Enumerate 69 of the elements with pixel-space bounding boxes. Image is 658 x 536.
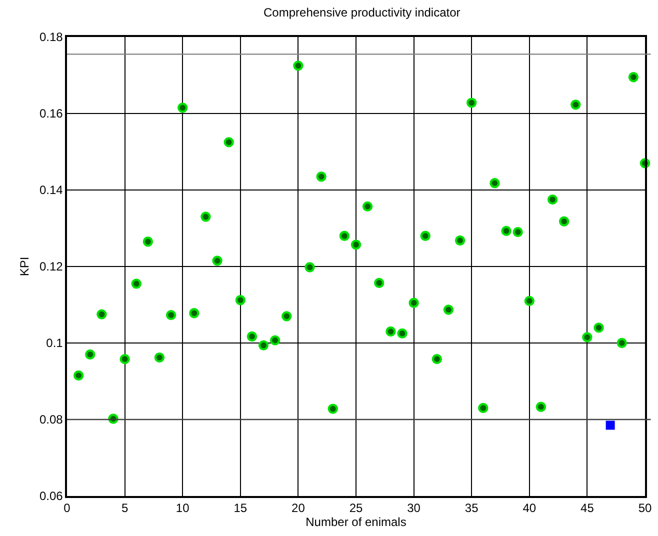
point xyxy=(536,402,546,412)
point xyxy=(339,230,350,241)
point xyxy=(270,335,280,346)
x-tick-label: 5 xyxy=(121,501,128,516)
chart-title: Comprehensive productivity indicator xyxy=(264,5,460,20)
point xyxy=(420,230,430,241)
y-tick-label: 0.12 xyxy=(39,260,64,274)
y-tick-label: 0.1 xyxy=(46,336,64,350)
point xyxy=(224,137,234,148)
point xyxy=(350,240,362,250)
x-axis-title: Number of enimals xyxy=(306,515,406,530)
x-tick-label: 40 xyxy=(522,501,536,516)
point xyxy=(432,354,442,364)
point xyxy=(246,331,258,342)
point xyxy=(501,226,512,236)
x-tick-label: 15 xyxy=(234,501,248,516)
point xyxy=(374,278,384,288)
point xyxy=(512,226,523,238)
point xyxy=(443,304,454,315)
point xyxy=(582,332,592,342)
point xyxy=(466,98,477,108)
point xyxy=(304,262,315,272)
point xyxy=(96,309,107,320)
y-tick-label: 0.18 xyxy=(39,30,64,44)
point xyxy=(178,102,188,113)
point xyxy=(235,295,246,306)
point xyxy=(200,212,211,222)
y-axis-title: KPI xyxy=(17,256,32,276)
point xyxy=(490,178,500,188)
point xyxy=(386,326,396,337)
point xyxy=(316,172,326,182)
point xyxy=(131,278,142,289)
point xyxy=(120,354,130,364)
x-tick-label: 0 xyxy=(64,501,71,516)
point xyxy=(616,338,627,348)
y-tick-label: 0.08 xyxy=(39,412,64,427)
point xyxy=(558,216,570,226)
point xyxy=(628,72,639,82)
x-tick-label: 10 xyxy=(176,501,190,516)
point xyxy=(142,236,154,247)
point xyxy=(478,402,488,414)
point xyxy=(362,201,373,212)
point xyxy=(606,420,615,430)
point xyxy=(166,310,176,320)
x-tick-label: 30 xyxy=(407,501,421,516)
point xyxy=(85,349,96,360)
point xyxy=(258,340,269,350)
point xyxy=(594,322,604,333)
point xyxy=(154,352,165,363)
x-tick-label: 45 xyxy=(580,501,594,516)
point xyxy=(454,235,466,246)
point xyxy=(570,100,581,110)
point xyxy=(73,370,84,381)
point xyxy=(328,404,338,414)
x-tick-label: 25 xyxy=(349,501,363,516)
x-tick-label: 50 xyxy=(638,501,652,516)
point xyxy=(212,256,222,266)
point xyxy=(282,311,292,322)
point xyxy=(408,298,419,308)
point xyxy=(547,194,558,205)
y-tick-label: 0.06 xyxy=(39,489,64,504)
y-tick-label: 0.14 xyxy=(39,183,64,198)
y-tick-label: 0.16 xyxy=(39,106,64,121)
point xyxy=(397,328,408,339)
point xyxy=(189,308,200,318)
point xyxy=(293,60,304,71)
x-tick-label: 20 xyxy=(292,501,306,516)
x-tick-label: 35 xyxy=(464,501,479,516)
point xyxy=(524,296,534,306)
